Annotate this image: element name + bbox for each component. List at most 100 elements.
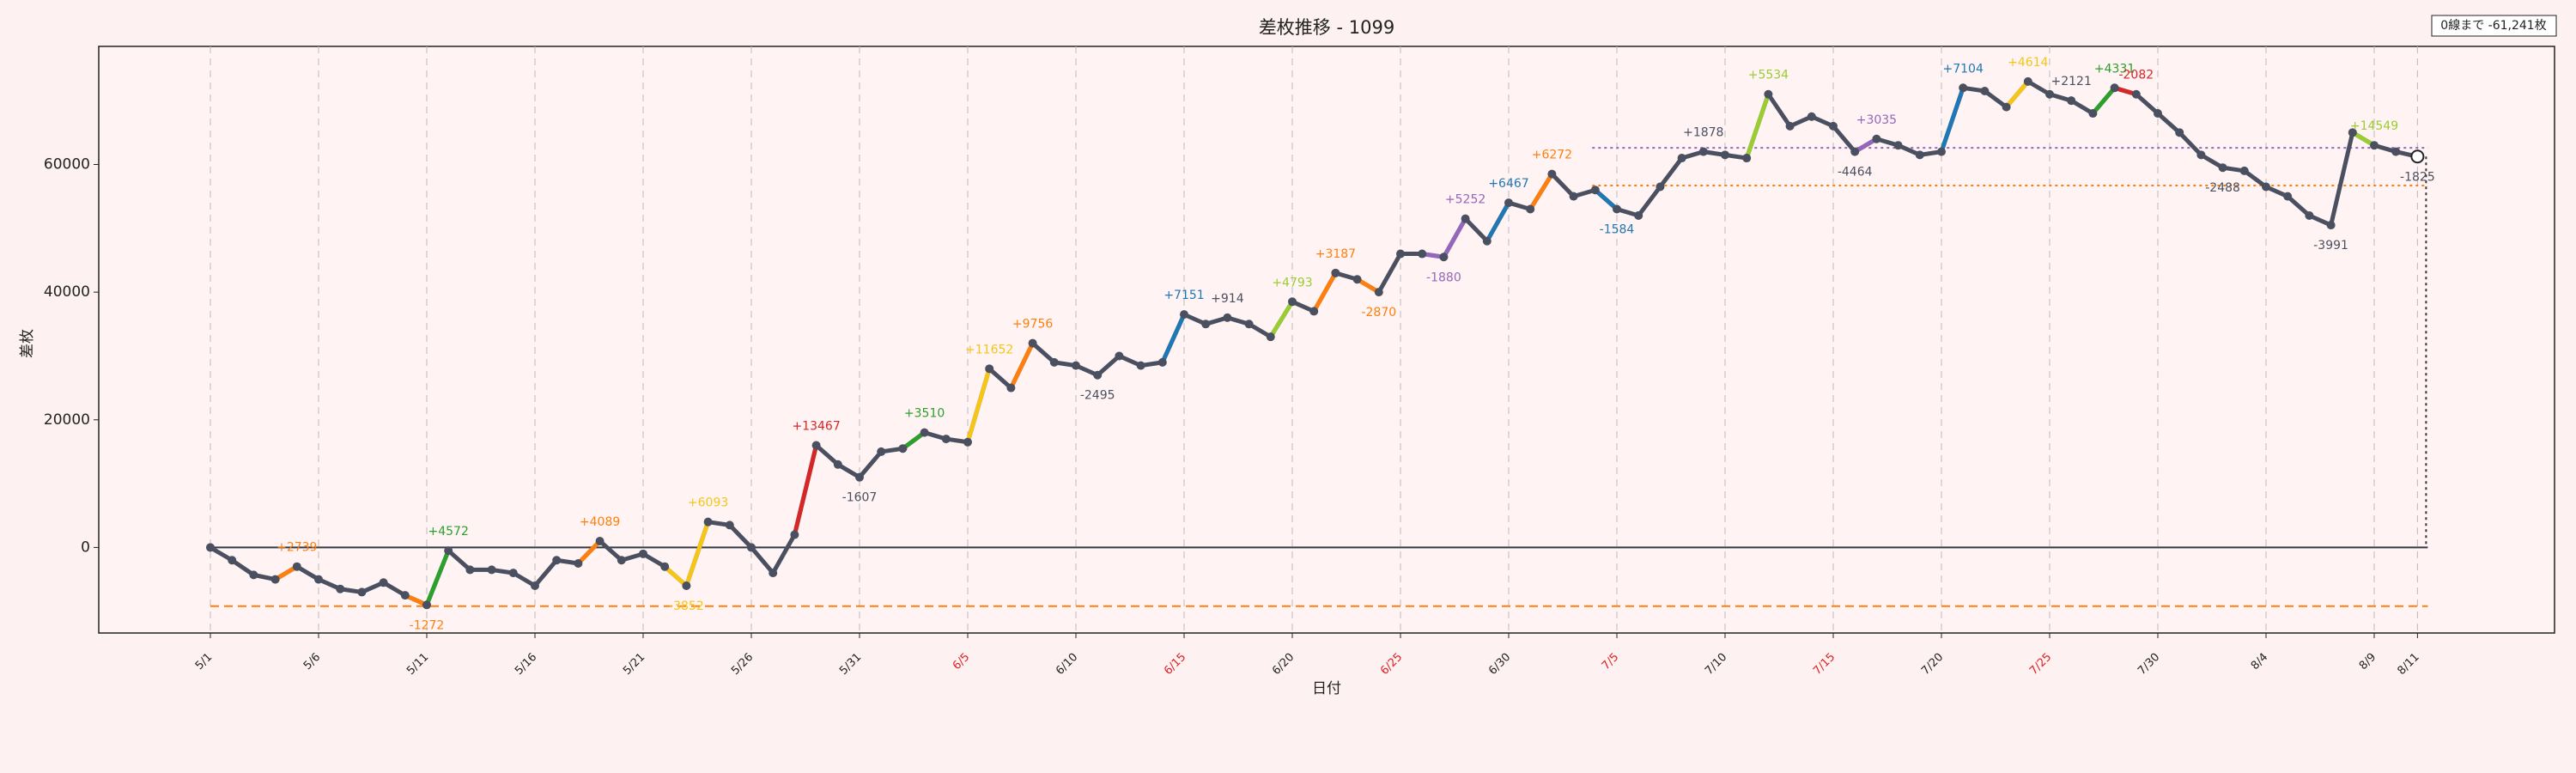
x-tick-label: 6/25 bbox=[1378, 651, 1405, 678]
data-label: +2121 bbox=[2051, 75, 2092, 88]
point bbox=[1959, 83, 1968, 93]
point bbox=[2410, 149, 2425, 164]
x-tick-label: 7/10 bbox=[1703, 651, 1729, 678]
point bbox=[1721, 150, 1729, 160]
point bbox=[422, 600, 431, 610]
highlight-segment bbox=[965, 366, 992, 445]
point bbox=[2348, 128, 2357, 137]
x-axis-label: 日付 bbox=[1312, 680, 1341, 697]
y-tick-label: 0 bbox=[81, 539, 90, 556]
data-label: -1584 bbox=[1600, 223, 1635, 237]
point bbox=[2110, 83, 2119, 93]
point bbox=[1374, 288, 1383, 297]
x-tick-label: 6/30 bbox=[1486, 651, 1513, 678]
point bbox=[703, 517, 713, 526]
point bbox=[790, 530, 799, 539]
point bbox=[985, 364, 994, 374]
data-label: +14549 bbox=[2350, 119, 2398, 133]
highlight-segment bbox=[424, 548, 451, 607]
data-label: -1607 bbox=[842, 491, 878, 505]
point bbox=[206, 543, 215, 552]
data-label: +914 bbox=[1211, 292, 1244, 306]
x-tick-label: 7/20 bbox=[1919, 651, 1946, 678]
data-label: -1880 bbox=[1426, 271, 1461, 284]
point bbox=[270, 575, 280, 584]
point bbox=[1677, 154, 1686, 163]
x-tick-label: 7/30 bbox=[2136, 651, 2162, 678]
highlight-segment bbox=[1441, 216, 1468, 259]
x-tick-label: 5/1 bbox=[193, 651, 215, 673]
data-label: +3510 bbox=[904, 407, 945, 421]
point bbox=[228, 556, 237, 565]
point bbox=[1418, 249, 1427, 259]
note: 0線まで -61,241枚 bbox=[2440, 19, 2546, 33]
point bbox=[1223, 313, 1232, 322]
data-label: +4089 bbox=[580, 515, 620, 529]
highlight-segment bbox=[1939, 85, 1965, 155]
plot-area bbox=[98, 46, 2555, 634]
point bbox=[1613, 204, 1621, 214]
point bbox=[769, 569, 778, 578]
point bbox=[682, 581, 691, 591]
point bbox=[2391, 147, 2401, 156]
y-axis-label: 差枚 bbox=[19, 329, 36, 358]
x-tick-label: 8/9 bbox=[2357, 651, 2379, 673]
point bbox=[2175, 128, 2184, 137]
point bbox=[1396, 249, 1405, 259]
point bbox=[595, 536, 605, 545]
point bbox=[1980, 87, 1990, 96]
point bbox=[1266, 332, 1275, 342]
highlight-segment bbox=[1593, 187, 1619, 212]
point bbox=[1850, 147, 1860, 156]
highlight-segment bbox=[1311, 271, 1338, 313]
x-tick-label: 5/16 bbox=[513, 651, 539, 678]
highlight-segment bbox=[2090, 85, 2117, 116]
note-box bbox=[2431, 15, 2557, 37]
x-tick-label: 8/4 bbox=[2249, 651, 2270, 673]
point bbox=[1590, 186, 1600, 195]
point bbox=[1309, 307, 1319, 316]
highlight-segment bbox=[575, 539, 603, 566]
point bbox=[898, 444, 908, 453]
highlight-segment bbox=[1485, 200, 1511, 244]
point bbox=[1937, 147, 1946, 156]
point bbox=[2196, 150, 2206, 160]
point bbox=[1893, 141, 1903, 150]
point bbox=[1482, 236, 1492, 246]
data-label: -4464 bbox=[1838, 166, 1873, 180]
point bbox=[2283, 192, 2293, 201]
data-label: -2870 bbox=[1361, 306, 1396, 320]
chart-title: 差枚推移 - 1099 bbox=[1259, 17, 1394, 38]
point bbox=[2002, 102, 2011, 112]
data-label: +6093 bbox=[688, 496, 728, 510]
x-tick-label: 6/20 bbox=[1270, 651, 1297, 678]
point bbox=[444, 546, 453, 556]
point bbox=[465, 565, 475, 575]
point bbox=[833, 460, 842, 469]
point bbox=[1115, 351, 1124, 361]
point bbox=[1136, 361, 1145, 370]
point bbox=[1764, 89, 1773, 99]
data-label: +4614 bbox=[2008, 56, 2048, 70]
point bbox=[1201, 320, 1211, 329]
point bbox=[2370, 141, 2379, 150]
highlight-segment bbox=[900, 430, 927, 451]
x-tick-label: 6/10 bbox=[1054, 651, 1080, 678]
point bbox=[1157, 357, 1167, 367]
point bbox=[2218, 163, 2227, 173]
point bbox=[2045, 89, 2054, 99]
point bbox=[1698, 147, 1708, 156]
point bbox=[2262, 182, 2270, 192]
highlight-segment bbox=[1160, 312, 1187, 365]
data-label: -2488 bbox=[2205, 181, 2240, 195]
point bbox=[1072, 361, 1080, 370]
point bbox=[639, 549, 647, 558]
point bbox=[617, 556, 626, 565]
data-label: +13467 bbox=[792, 419, 840, 433]
x-tick-label: 7/15 bbox=[1811, 651, 1838, 678]
y-tick-label: 20000 bbox=[44, 411, 90, 429]
point bbox=[1547, 169, 1557, 179]
data-label: +7151 bbox=[1163, 289, 1204, 302]
point bbox=[747, 543, 756, 552]
